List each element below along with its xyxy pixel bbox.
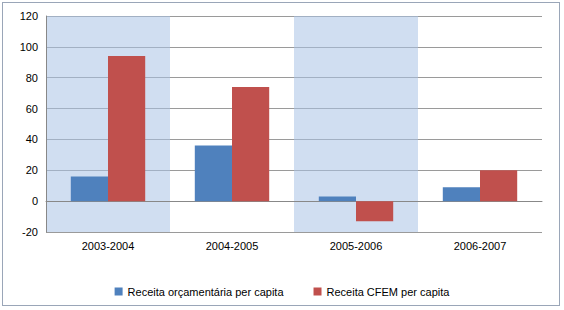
svg-text:0: 0 xyxy=(32,195,38,207)
svg-text:40: 40 xyxy=(26,133,38,145)
svg-text:2003-2004: 2003-2004 xyxy=(82,240,135,252)
svg-text:2006-2007: 2006-2007 xyxy=(454,240,507,252)
svg-text:Receita orçamentária per capit: Receita orçamentária per capita xyxy=(128,286,285,298)
svg-text:60: 60 xyxy=(26,103,38,115)
svg-text:120: 120 xyxy=(20,10,38,22)
svg-text:Receita CFEM per capita: Receita CFEM per capita xyxy=(327,286,451,298)
svg-text:2005-2006: 2005-2006 xyxy=(330,240,383,252)
svg-text:80: 80 xyxy=(26,72,38,84)
svg-text:-20: -20 xyxy=(22,226,38,238)
svg-text:100: 100 xyxy=(20,41,38,53)
svg-text:20: 20 xyxy=(26,164,38,176)
svg-text:2004-2005: 2004-2005 xyxy=(206,240,259,252)
